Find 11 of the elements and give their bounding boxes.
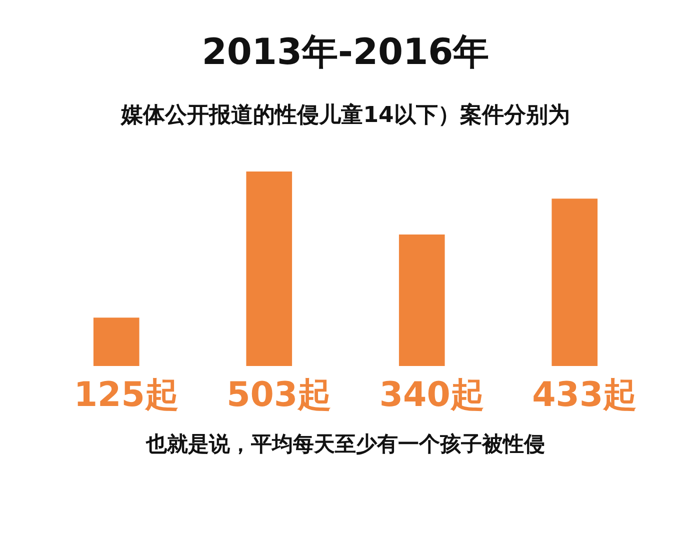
chart-subtitle: 媒体公开报道的性侵儿童14以下）案件分别为: [120, 102, 571, 130]
bar: [246, 172, 292, 366]
data-label: 340起: [379, 374, 484, 415]
chart-title: 2013年-2016年: [200, 31, 490, 75]
data-label: 433起: [532, 374, 638, 415]
data-label: 503起: [226, 374, 332, 415]
text: 也就是说，平均每天至少有一个孩子被性侵: [144, 431, 546, 458]
bar: [93, 318, 140, 366]
data-label: 125起: [74, 374, 179, 415]
bar: [398, 234, 445, 366]
bar: [552, 198, 598, 366]
